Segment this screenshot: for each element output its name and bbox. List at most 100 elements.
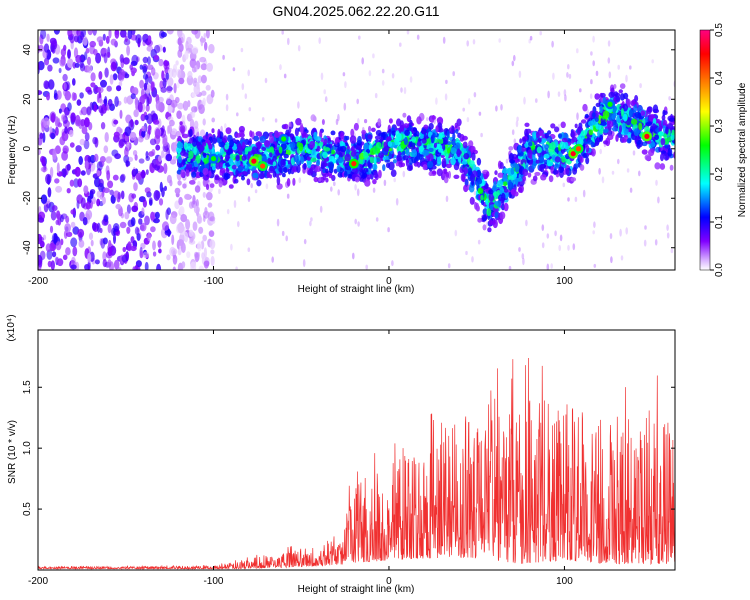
heatmap-cell (79, 92, 84, 99)
heatmap-cell (472, 39, 476, 45)
heatmap-cell (50, 132, 56, 140)
heatmap-cell (435, 125, 439, 133)
heatmap-cell (395, 130, 400, 138)
heatmap-cell (134, 97, 139, 107)
heatmap-cell (488, 189, 494, 195)
heatmap-cell (577, 125, 582, 133)
heatmap-cell (515, 120, 519, 128)
heatmap-cell (480, 194, 484, 201)
heatmap-cell (160, 31, 167, 38)
heatmap-cell (150, 81, 155, 92)
heatmap-cell (465, 250, 468, 256)
heatmap-cell (211, 137, 218, 144)
heatmap-cell (130, 217, 136, 227)
heatmap-cell (265, 183, 269, 190)
heatmap-cell (58, 67, 62, 74)
heatmap-cell (70, 264, 77, 270)
heatmap-cell (667, 123, 673, 128)
heatmap-cell (499, 211, 506, 220)
heatmap-cell (298, 177, 302, 184)
heatmap-cell (456, 118, 462, 127)
heatmap-cell (568, 73, 572, 79)
heatmap-cell (198, 226, 204, 234)
heatmap-cell (65, 247, 71, 256)
heatmap-cell (550, 123, 556, 129)
heatmap-cell (320, 72, 324, 81)
heatmap-cell (200, 63, 208, 71)
heatmap-cell (381, 68, 385, 74)
heatmap-cell (169, 119, 175, 127)
heatmap-cell (124, 147, 129, 157)
heatmap-cell (361, 129, 367, 135)
heatmap-cell (152, 251, 157, 257)
heatmap-cell (149, 138, 157, 146)
heatmap-cell (202, 191, 206, 198)
heatmap-cell (96, 36, 104, 43)
heatmap-cell (82, 36, 88, 46)
heatmap-cell (626, 98, 631, 107)
heatmap-cell (374, 93, 378, 99)
heatmap-cell (182, 159, 186, 166)
heatmap-cell (47, 64, 53, 72)
heatmap-cell (161, 150, 165, 159)
colorbar-tick-label: 0.4 (714, 71, 725, 85)
heatmap-cell (318, 177, 322, 182)
heatmap-cell (651, 59, 654, 64)
heatmap-cell (159, 181, 163, 193)
heatmap-cell (574, 123, 578, 129)
heatmap-cell (590, 79, 593, 85)
heatmap-cell (392, 159, 397, 164)
heatmap-cell (188, 229, 194, 237)
heatmap-cell (79, 63, 86, 72)
spectrogram-x-ticks: -200 -100 0 100 (28, 30, 573, 287)
heatmap-cell (450, 157, 456, 166)
heatmap-cell (285, 235, 289, 242)
heatmap-cell (513, 138, 517, 144)
heatmap-cell (594, 117, 600, 122)
heatmap-cell (289, 141, 296, 149)
heatmap-cell (226, 208, 230, 215)
heatmap-cell (599, 105, 603, 114)
heatmap-cell (268, 167, 275, 174)
heatmap-cell (144, 133, 150, 141)
y-tick-label: 20 (22, 93, 33, 105)
heatmap-cell (310, 217, 313, 222)
heatmap-cell (237, 166, 244, 172)
heatmap-cell (367, 134, 373, 140)
heatmap-cell (518, 184, 524, 194)
heatmap-cell (272, 155, 278, 161)
heatmap-cell (521, 253, 525, 260)
heatmap-cell (171, 68, 177, 78)
heatmap-cell (98, 97, 103, 104)
heatmap-cell (218, 141, 224, 148)
heatmap-cell (330, 186, 333, 192)
heatmap-cell (313, 176, 319, 183)
heatmap-cell (344, 170, 348, 178)
heatmap-cell (158, 248, 162, 254)
heatmap-cell (107, 223, 112, 234)
heatmap-cell (102, 251, 107, 262)
heatmap-cell (72, 246, 78, 257)
heatmap-cell (618, 125, 623, 133)
heatmap-cell (451, 125, 455, 135)
heatmap-cell (463, 184, 469, 193)
heatmap-cell (420, 129, 427, 134)
heatmap-cell (638, 170, 641, 177)
heatmap-cell (344, 153, 352, 162)
heatmap-cell (200, 35, 204, 47)
heatmap-cell (233, 178, 239, 184)
heatmap-cell (621, 122, 626, 131)
heatmap-cell (142, 56, 149, 64)
heatmap-cell (527, 172, 532, 178)
heatmap-cell (477, 239, 481, 245)
heatmap-cell (102, 196, 106, 205)
heatmap-cell (202, 118, 206, 126)
heatmap-cell (150, 226, 156, 233)
colorbar-tick-label: 0.3 (714, 119, 725, 133)
heatmap-cell (237, 221, 240, 228)
heatmap-cell (310, 157, 317, 163)
heatmap-cell (247, 247, 251, 252)
heatmap-cell (337, 189, 341, 196)
heatmap-cell (194, 106, 198, 112)
heatmap-cell (495, 105, 498, 112)
